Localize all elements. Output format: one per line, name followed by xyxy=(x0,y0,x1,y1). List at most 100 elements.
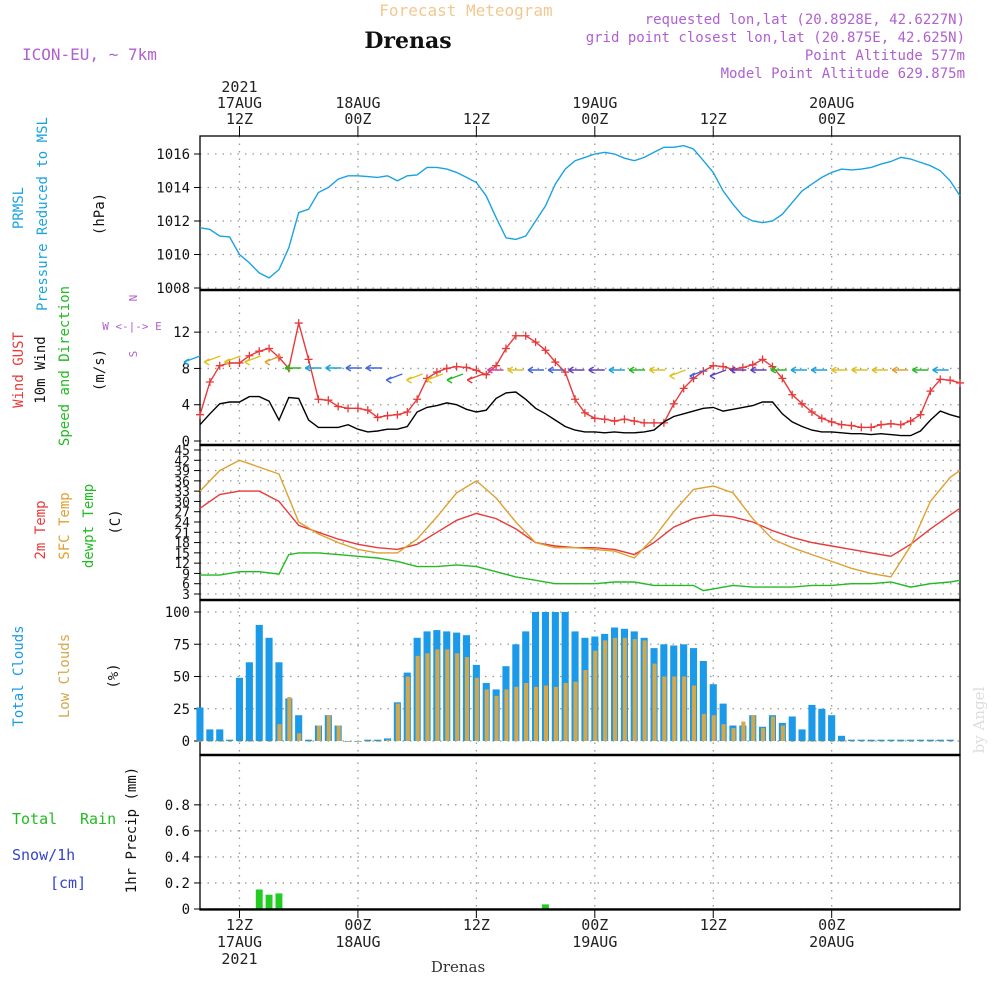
low-cloud-bar xyxy=(534,686,539,741)
total-cloud-bar xyxy=(216,729,224,741)
low-cloud-bar xyxy=(820,741,825,742)
low-cloud-bar xyxy=(613,637,618,741)
top-time-label: 12Z xyxy=(463,110,490,128)
low-cloud-bar xyxy=(918,741,923,742)
low-cloud-bar xyxy=(770,716,775,741)
top-time-label: 20AUG xyxy=(809,94,854,112)
top-time-label: 00Z xyxy=(581,110,608,128)
temperature-ytick-label: 27 xyxy=(174,506,190,521)
temperature-ytick-label: 45 xyxy=(174,444,190,459)
label-low-clouds: Low Clouds xyxy=(57,634,73,718)
low-cloud-bar xyxy=(711,715,716,741)
wind-arrow-head xyxy=(912,366,918,374)
precip-ytick-label: 0.6 xyxy=(165,824,190,840)
gust-marker xyxy=(521,331,530,340)
wind-arrow-head xyxy=(689,372,696,380)
low-cloud-bar xyxy=(237,741,242,742)
low-cloud-bar xyxy=(425,653,430,741)
temperature-ytick-label: 39 xyxy=(174,465,190,480)
grid-coords: grid point closest lon,lat (20.875E, 42.… xyxy=(586,30,965,46)
gust-marker xyxy=(344,404,353,413)
low-cloud-bar xyxy=(208,741,213,742)
total-cloud-bar xyxy=(818,708,826,742)
gust-marker xyxy=(452,362,461,371)
gust-marker xyxy=(659,418,668,427)
low-cloud-bar xyxy=(869,741,874,742)
label-dewpt-temp: dewpt Temp xyxy=(81,484,97,568)
pressure-ytick-label: 1010 xyxy=(156,248,190,264)
low-cloud-bar xyxy=(948,741,953,742)
wind-arrow-head xyxy=(385,376,392,384)
bottom-time-label: 17AUG xyxy=(217,933,262,951)
temperature-ytick-label: 18 xyxy=(174,537,190,552)
total-cloud-bar xyxy=(877,739,885,741)
total-cloud-bar xyxy=(275,662,283,741)
rain-bar xyxy=(255,889,263,909)
low-cloud-bar xyxy=(316,725,321,741)
wind-arrow-head xyxy=(831,366,837,374)
wind-arrow-head xyxy=(406,376,412,384)
low-cloud-bar xyxy=(928,741,933,742)
top-time-label: 12Z xyxy=(700,110,727,128)
total-cloud-bar xyxy=(541,612,549,741)
label-pressure-msl: Pressure Reduced to MSL xyxy=(35,117,51,311)
rain-bar xyxy=(275,893,283,909)
low-cloud-bar xyxy=(840,741,845,742)
total-cloud-bar xyxy=(235,677,243,741)
total-cloud-bar xyxy=(917,739,925,741)
precip-ytick-label: 0 xyxy=(182,902,190,918)
top-time-label: 12Z xyxy=(226,110,253,128)
low-cloud-bar xyxy=(583,670,588,741)
clouds-ytick-label: 100 xyxy=(165,605,190,621)
low-cloud-bar xyxy=(326,715,331,741)
bottom-time-label: 12Z xyxy=(226,916,253,934)
low-cloud-bar xyxy=(682,676,687,741)
wind-arrow-head xyxy=(345,364,352,372)
low-cloud-bar xyxy=(287,697,292,741)
wind-arrow-head xyxy=(871,366,878,374)
wind-arrow-head xyxy=(568,366,574,374)
rain-bar xyxy=(542,904,549,909)
precip-ytick-label: 0.4 xyxy=(165,850,190,866)
wind-arrow-head xyxy=(487,366,493,374)
gust-marker xyxy=(196,410,204,419)
low-cloud-bar xyxy=(662,676,667,741)
gust-marker xyxy=(778,374,787,383)
temperature-ytick-label: 15 xyxy=(174,547,190,562)
gust-marker xyxy=(926,387,935,396)
bottom-time-label: 12Z xyxy=(463,916,490,934)
bottom-time-label: 00Z xyxy=(581,916,608,934)
low-cloud-bar xyxy=(721,724,726,741)
wind-arrow-head xyxy=(446,376,453,384)
compass-n: N xyxy=(127,295,140,302)
low-cloud-bar xyxy=(810,741,815,742)
top-time-label: 2021 xyxy=(221,78,257,96)
gust-marker xyxy=(886,419,895,428)
bottom-time-label: 12Z xyxy=(700,916,727,934)
bottom-time-label: 20AUG xyxy=(809,933,854,951)
gust-marker xyxy=(334,402,343,411)
total-cloud-bar xyxy=(907,739,915,741)
gust-marker xyxy=(403,407,412,416)
label-2m-temp: 2m Temp xyxy=(33,500,49,559)
total-cloud-bar xyxy=(245,662,253,741)
wind-ytick-label: 8 xyxy=(182,361,190,377)
low-cloud-bar xyxy=(405,676,410,741)
wind-arrow-head xyxy=(203,358,210,366)
pressure-line xyxy=(199,144,961,279)
label-precip-unit: 1hr Precip (mm) xyxy=(124,767,140,893)
low-cloud-bar xyxy=(386,739,391,741)
total-cloud-bar xyxy=(926,739,934,741)
bottom-time-label: 18AUG xyxy=(335,933,380,951)
total-cloud-bar xyxy=(936,739,944,741)
wind-arrow-head xyxy=(426,376,433,384)
gust-marker xyxy=(561,368,570,377)
low-cloud-bar xyxy=(504,689,509,741)
gust-marker xyxy=(610,417,619,426)
label-snow: Snow/1h xyxy=(12,846,75,864)
low-cloud-bar xyxy=(395,703,400,741)
total-cloud-bar xyxy=(897,739,905,741)
low-cloud-bar xyxy=(672,676,677,741)
gust-marker xyxy=(551,358,560,367)
gust-marker xyxy=(679,384,688,393)
